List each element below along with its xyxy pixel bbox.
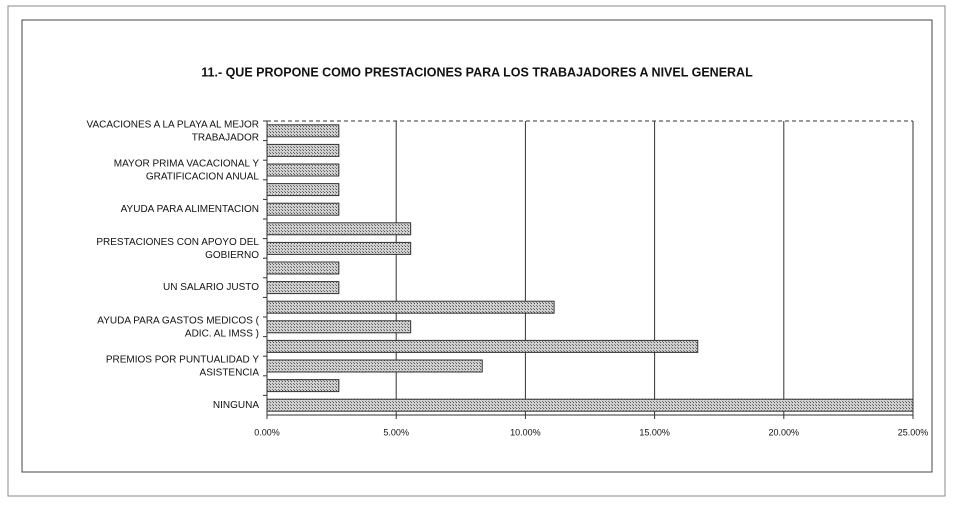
bar bbox=[266, 281, 340, 295]
y-tick-label: NINGUNA bbox=[213, 400, 259, 411]
bar bbox=[266, 124, 340, 138]
x-tick-label: 5.00% bbox=[383, 427, 409, 437]
x-tick-label: 20.00% bbox=[769, 427, 800, 437]
bar bbox=[266, 183, 340, 197]
bar bbox=[266, 300, 555, 314]
bar bbox=[266, 339, 699, 353]
bar bbox=[266, 261, 340, 275]
bar bbox=[266, 241, 412, 255]
y-tick-label: MAYOR PRIMA VACACIONAL Y GRATIFICACION AN… bbox=[114, 158, 260, 182]
y-tick-label: PREMIOS POR PUNTUALIDAD Y ASISTENCIA bbox=[106, 354, 260, 378]
chart-title: 11.- QUE PROPONE COMO PRESTACIONES PARA … bbox=[201, 65, 753, 79]
x-tick-label: 25.00% bbox=[898, 427, 929, 437]
bar bbox=[266, 359, 483, 373]
bar bbox=[266, 320, 412, 334]
chart-frame bbox=[21, 19, 933, 473]
y-tick-label: AYUDA PARA ALIMENTACION bbox=[121, 204, 259, 215]
bar bbox=[266, 398, 914, 412]
x-tick-label: 0.00% bbox=[254, 427, 280, 437]
bar bbox=[266, 143, 340, 157]
outer-frame bbox=[7, 5, 946, 497]
y-tick-label: AYUDA PARA GASTOS MEDICOS (ADIC. AL IMSS… bbox=[97, 315, 259, 339]
bar bbox=[266, 379, 340, 393]
x-tick-label: 10.00% bbox=[510, 427, 541, 437]
bar bbox=[266, 222, 412, 236]
bar bbox=[266, 163, 340, 177]
bar bbox=[266, 202, 340, 216]
x-tick-label: 15.00% bbox=[639, 427, 670, 437]
y-tick-label: VACACIONES A LA PLAYA AL MEJOR TRABAJADOR bbox=[87, 119, 259, 143]
y-tick-label: PRESTACIONES CON APOYO DEL GOBIERNO bbox=[96, 237, 259, 261]
y-tick-label: UN SALARIO JUSTO bbox=[163, 282, 259, 293]
